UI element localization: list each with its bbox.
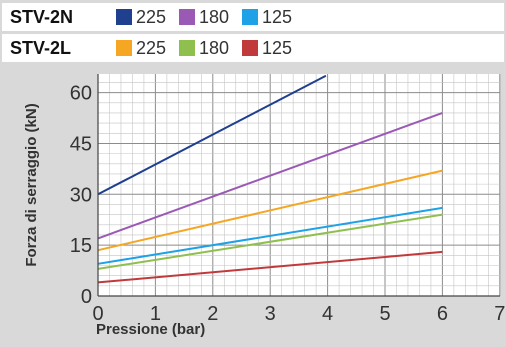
legend-entry: 225: [116, 38, 179, 59]
y-tick-label: 45: [70, 133, 92, 155]
x-tick-label: 7: [494, 303, 505, 325]
y-axis-title: Forza di serraggio (kN): [23, 103, 40, 266]
x-axis-title: Pressione (bar): [96, 321, 205, 338]
legend-swatch: [179, 9, 195, 25]
legend-entry: 225: [116, 7, 179, 28]
legend-entry-label: 225: [136, 37, 167, 58]
y-tick-label: 60: [70, 83, 92, 105]
y-tick-label: 30: [70, 184, 92, 206]
series-line-5: [97, 213, 443, 270]
legend-entry-label: 125: [262, 6, 293, 27]
y-tick-label: 15: [70, 235, 92, 257]
plot-area: [98, 74, 500, 296]
legend-entry-label: 180: [199, 6, 230, 27]
legend-swatch: [116, 40, 132, 56]
x-tick-label: 1: [150, 303, 161, 325]
x-tick-label: 5: [379, 303, 390, 325]
legend-entry: 180: [179, 7, 242, 28]
legend-model-name: STV-2L: [10, 37, 72, 58]
series-line-1: [97, 74, 327, 196]
legend-swatch: [242, 9, 258, 25]
legend-entry: 180: [179, 38, 242, 59]
legend-model-name: STV-2N: [10, 6, 74, 27]
grid: [98, 74, 501, 296]
legend-row-stv-2l: STV-2L 225 180 125: [2, 34, 504, 62]
y-tick-labels: 0 15 30 45 60: [70, 83, 92, 308]
x-tick-label: 6: [437, 303, 448, 325]
series-line-3: [97, 169, 443, 252]
series-line-6: [97, 250, 443, 284]
legend-entry-label: 180: [199, 37, 230, 58]
legend-swatch: [116, 9, 132, 25]
legend-entry-label: 225: [136, 6, 167, 27]
x-tick-labels: 0 1 2 3 4 5 6 7: [92, 303, 505, 325]
x-tick-label: 2: [207, 303, 218, 325]
x-tick-label: 3: [265, 303, 276, 325]
legend-row-stv-2n: STV-2N 225 180 125: [2, 3, 504, 31]
series-group: [97, 74, 443, 284]
x-tick-label: 0: [92, 303, 103, 325]
legend-swatch: [179, 40, 195, 56]
y-tick-label: 0: [81, 286, 92, 308]
legend-entry: 125: [242, 38, 305, 59]
series-line-2: [97, 111, 443, 240]
legend-entry-label: 125: [262, 37, 293, 58]
legend-entry: 125: [242, 7, 305, 28]
legend-swatch: [242, 40, 258, 56]
series-line-4: [97, 206, 443, 265]
x-tick-label: 4: [322, 303, 333, 325]
